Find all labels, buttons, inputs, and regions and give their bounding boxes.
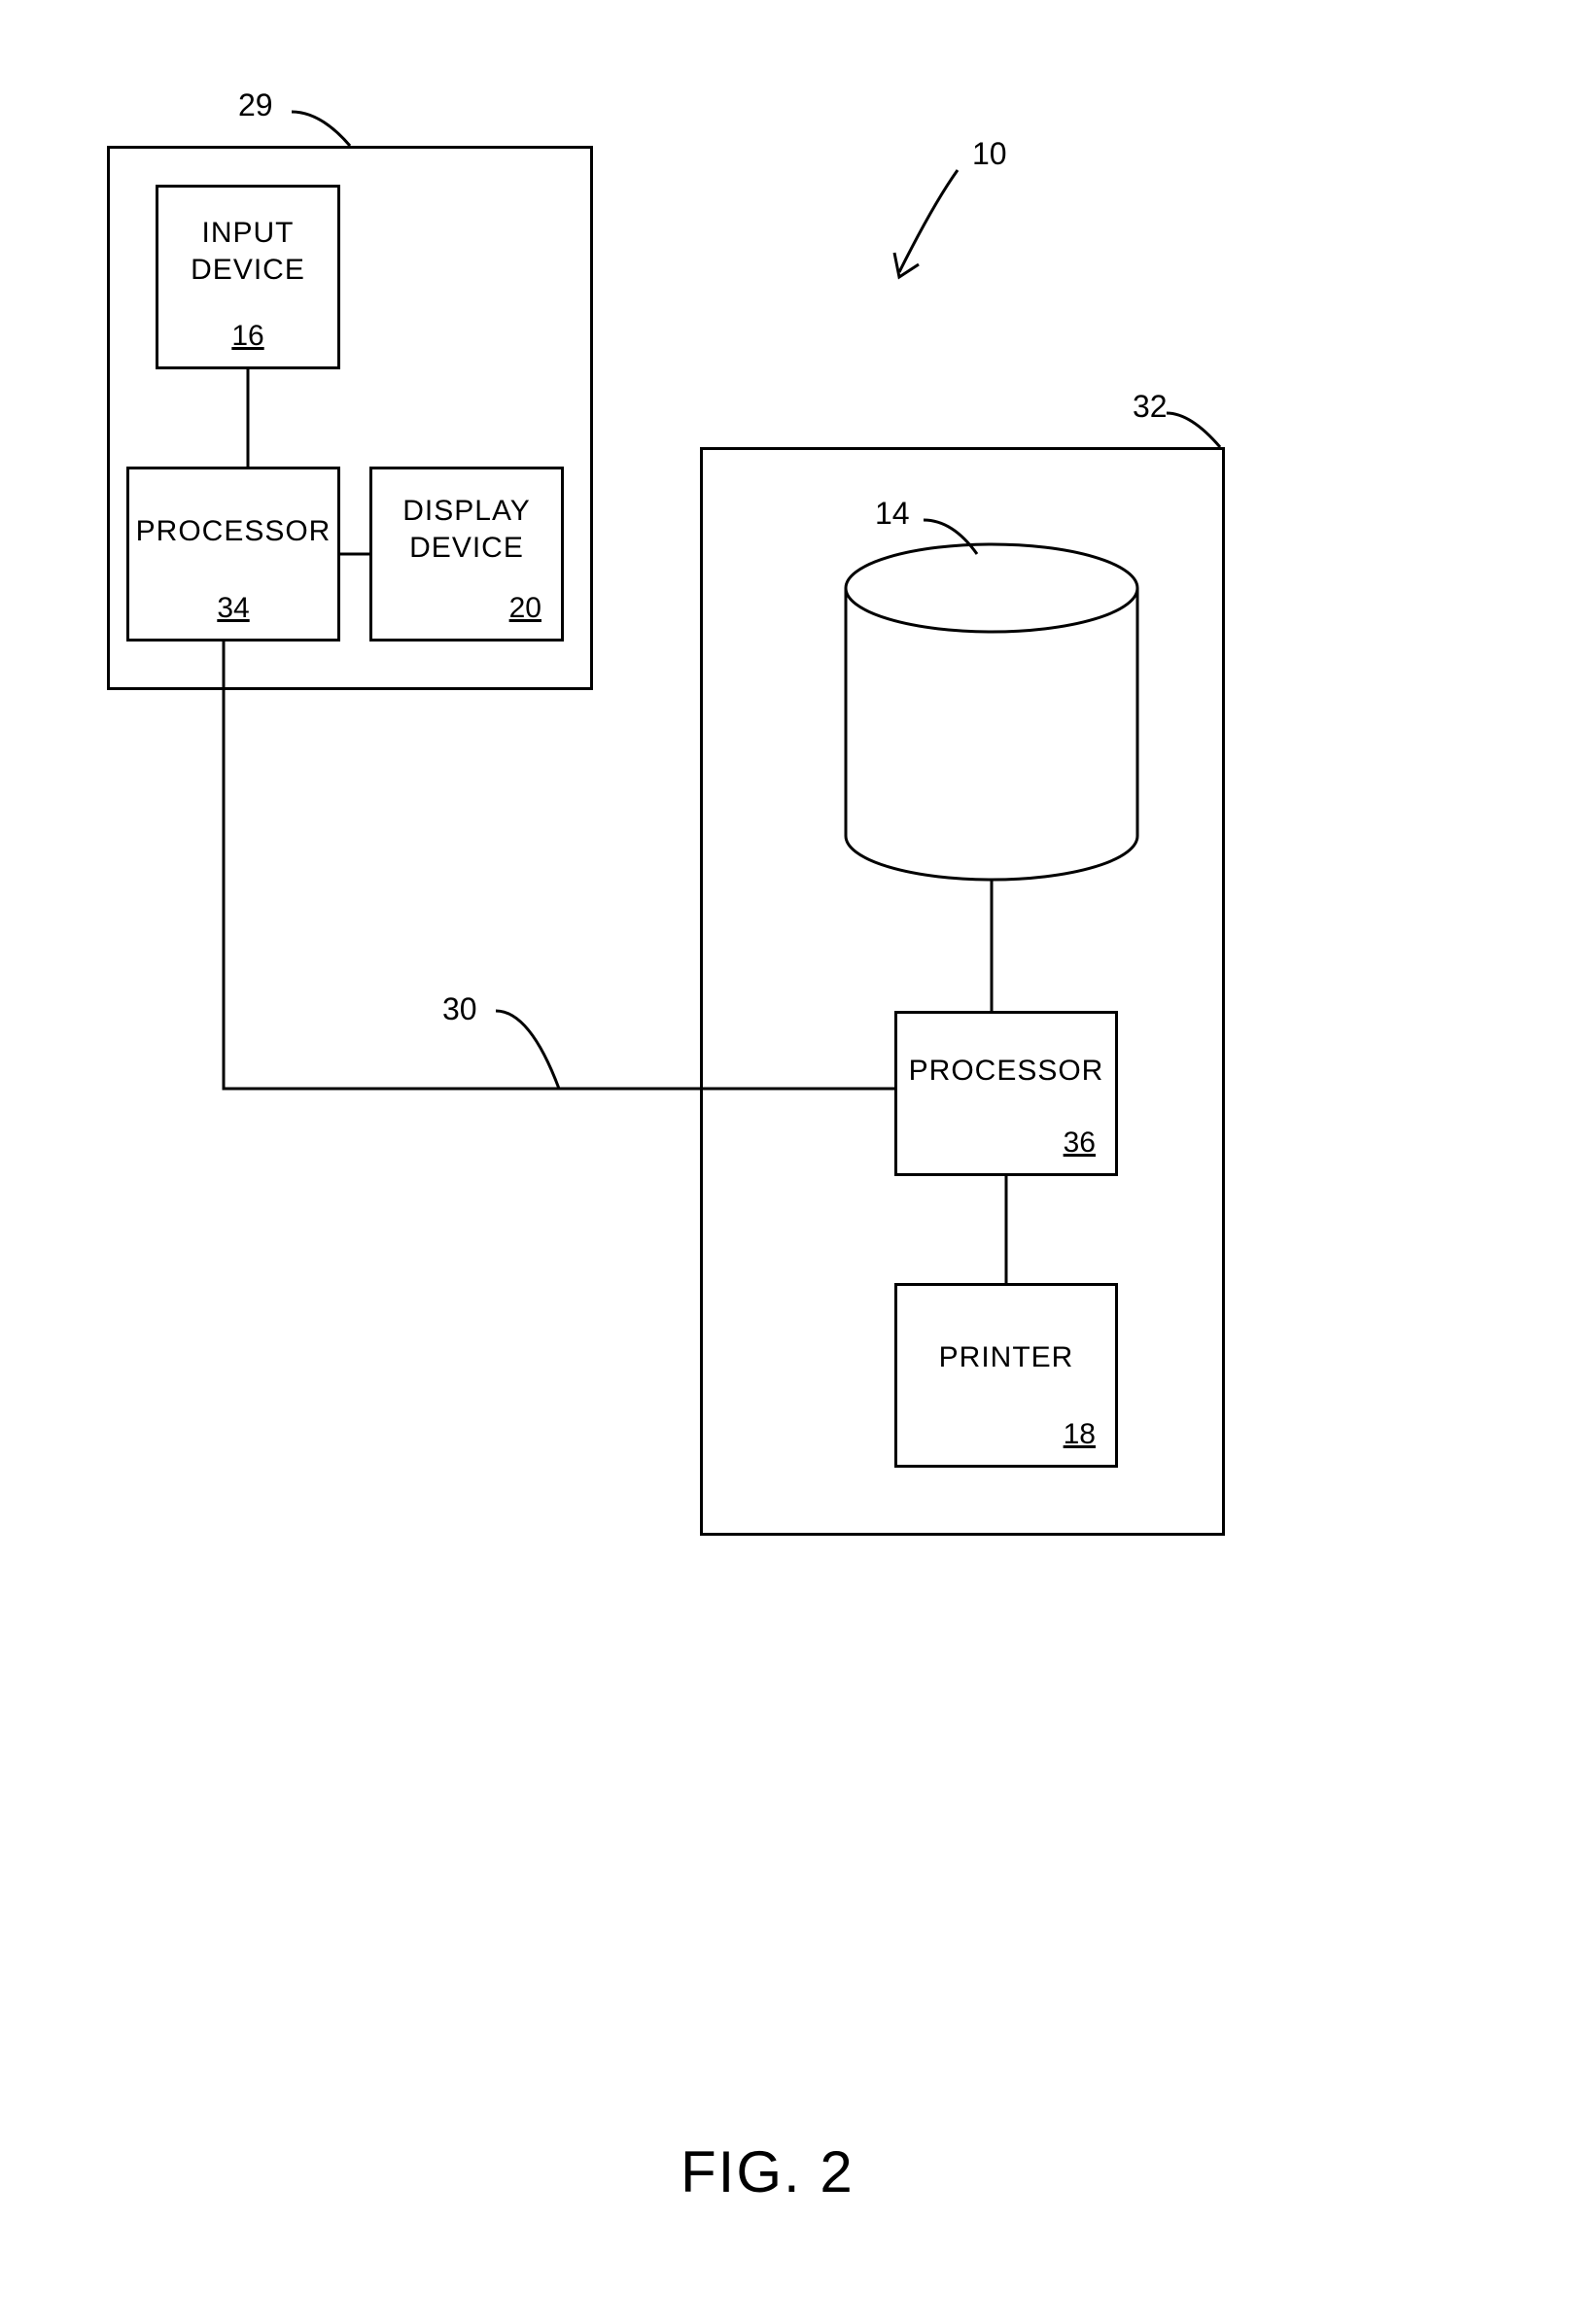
- node-printer: PRINTER 18: [894, 1283, 1118, 1468]
- display-device-num: 20: [372, 592, 561, 625]
- node-display-device: DISPLAY DEVICE 20: [369, 467, 564, 642]
- leader-30: [496, 1011, 559, 1089]
- node-processor-left: PROCESSOR 34: [126, 467, 340, 642]
- node-processor-right: PROCESSOR 36: [894, 1011, 1118, 1176]
- input-device-num: 16: [158, 320, 337, 353]
- leader-32: [1167, 413, 1220, 447]
- input-device-label: INPUT DEVICE: [158, 215, 337, 288]
- leader-29: [292, 112, 350, 146]
- printer-num: 18: [897, 1418, 1115, 1451]
- processor-left-label: PROCESSOR: [129, 513, 337, 550]
- leader-10: [894, 170, 958, 277]
- printer-label: PRINTER: [897, 1339, 1115, 1376]
- processor-left-num: 34: [129, 592, 337, 625]
- display-device-label: DISPLAY DEVICE: [372, 493, 561, 566]
- figure-caption: FIG. 2: [681, 2138, 855, 2205]
- ref-32: 32: [1133, 389, 1168, 425]
- node-input-device: INPUT DEVICE 16: [156, 185, 340, 369]
- ref-29: 29: [238, 87, 273, 123]
- processor-right-label: PROCESSOR: [897, 1053, 1115, 1090]
- ref-30: 30: [442, 991, 477, 1027]
- ref-14: 14: [875, 496, 910, 532]
- ref-10: 10: [972, 136, 1007, 172]
- processor-right-num: 36: [897, 1127, 1115, 1160]
